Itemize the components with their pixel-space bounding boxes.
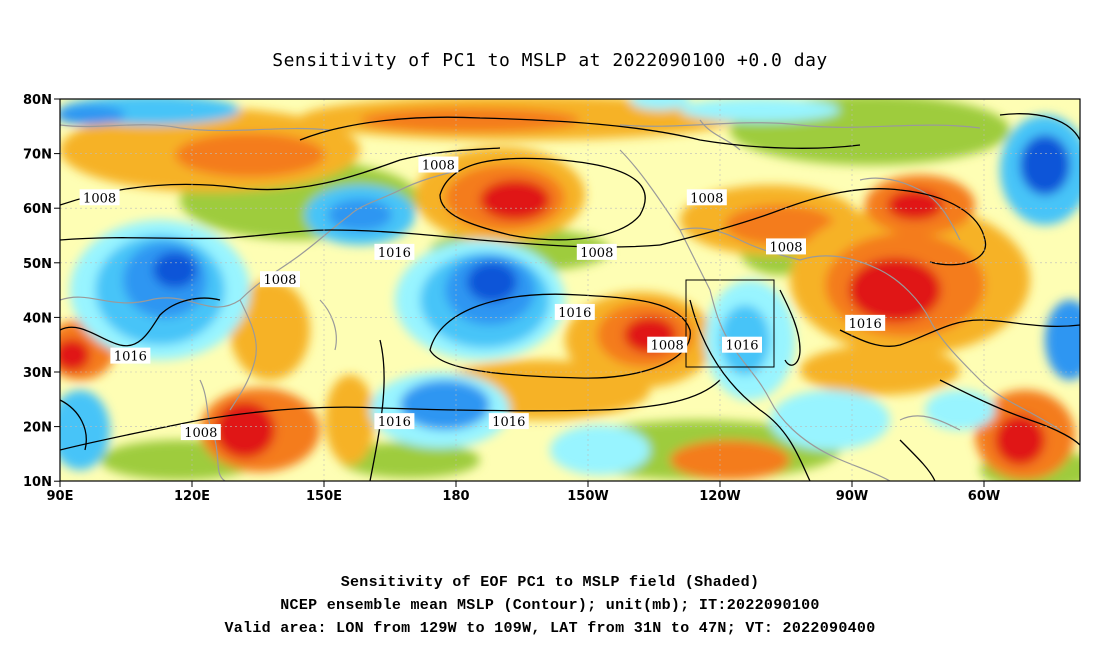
lon-label: 120W — [699, 489, 740, 504]
lat-label: 50N — [23, 257, 52, 272]
contour-label: 1008 — [686, 189, 727, 206]
lon-label: 60W — [968, 489, 1000, 504]
svg-text:1016: 1016 — [558, 306, 591, 321]
svg-text:1008: 1008 — [651, 339, 684, 354]
svg-text:1016: 1016 — [378, 246, 411, 261]
caption-shading: Sensitivity of EOF PC1 to MSLP field (Sh… — [340, 574, 760, 591]
lat-label: 80N — [23, 93, 52, 108]
contour-label: 1008 — [79, 189, 120, 206]
lon-label: 120E — [174, 489, 210, 504]
lat-label: 40N — [23, 311, 52, 326]
contour-label: 1016 — [374, 413, 415, 430]
lat-label: 70N — [23, 148, 52, 163]
latitude-labels: 80N 70N 60N 50N 40N 30N 20N 10N — [23, 93, 52, 490]
contour-label: 1016 — [722, 336, 762, 354]
contour-label: 1008 — [766, 238, 806, 255]
caption-contour: NCEP ensemble mean MSLP (Contour); unit(… — [280, 597, 820, 614]
contour-label: 1016 — [554, 303, 595, 321]
mslp-contours — [60, 113, 1080, 481]
contour-label: 1008 — [180, 424, 221, 441]
valid-area-box — [685, 279, 775, 368]
contour-label: 1016 — [488, 413, 529, 430]
svg-text:1016: 1016 — [725, 339, 758, 354]
longitude-labels: 90E 120E 150E 180 150W 120W 90W 60W — [47, 489, 1001, 504]
contour-label: 1008 — [576, 243, 617, 261]
contour-label: 1008 — [260, 271, 300, 288]
axis-ticks — [54, 98, 985, 487]
svg-text:1008: 1008 — [184, 426, 217, 441]
lon-label: 150E — [306, 489, 342, 504]
contour-label: 1008 — [418, 156, 459, 174]
svg-text:1008: 1008 — [422, 159, 455, 174]
svg-text:1008: 1008 — [580, 246, 613, 261]
lon-label: 90W — [836, 489, 868, 504]
lon-label: 180 — [442, 489, 469, 504]
plot-frame — [59, 98, 1081, 482]
svg-text:1016: 1016 — [849, 317, 882, 332]
svg-text:1008: 1008 — [263, 273, 296, 288]
svg-text:1016: 1016 — [114, 350, 147, 365]
lon-label: 90E — [47, 489, 74, 504]
grid-lines — [60, 99, 1080, 481]
lat-label: 60N — [23, 202, 52, 217]
svg-text:1008: 1008 — [769, 240, 802, 255]
caption-valid-area: Valid area: LON from 129W to 109W, LAT f… — [224, 620, 876, 637]
contour-label: 1016 — [374, 243, 415, 261]
svg-text:1016: 1016 — [492, 415, 525, 430]
lon-label: 150W — [567, 489, 608, 504]
svg-text:1008: 1008 — [690, 191, 723, 206]
contour-label: 1008 — [647, 336, 688, 354]
lat-label: 20N — [23, 421, 52, 436]
contour-labels: 1008 1008 1008 1016 1008 1008 1008 1016 1016 1016… — [79, 156, 886, 441]
svg-text:1016: 1016 — [378, 415, 411, 430]
contour-label: 1016 — [110, 347, 151, 365]
contour-label: 1016 — [845, 314, 886, 332]
svg-text:1008: 1008 — [83, 191, 116, 206]
lat-label: 10N — [23, 475, 52, 490]
lat-label: 30N — [23, 366, 52, 381]
map-title: Sensitivity of PC1 to MSLP at 2022090100… — [272, 50, 828, 71]
